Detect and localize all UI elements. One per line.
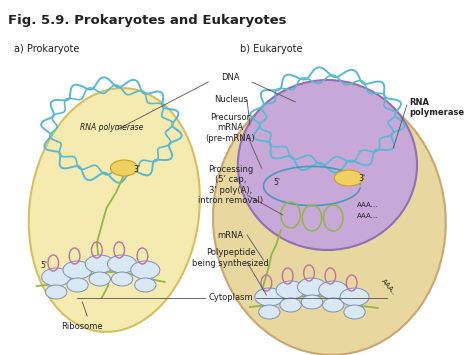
Text: 3': 3'	[134, 165, 141, 174]
Text: RNA
polymerase: RNA polymerase	[409, 98, 464, 118]
Text: AAA...: AAA...	[356, 213, 378, 219]
Ellipse shape	[340, 288, 369, 306]
Text: Precursor
mRNA
(pre-mRNA): Precursor mRNA (pre-mRNA)	[206, 113, 255, 143]
Ellipse shape	[238, 80, 417, 250]
Text: Fig. 5.9. Prokaryotes and Eukaryotes: Fig. 5.9. Prokaryotes and Eukaryotes	[8, 14, 286, 27]
Text: 3': 3'	[358, 174, 365, 183]
Text: AAA..: AAA..	[380, 278, 397, 296]
Text: RNA polymerase: RNA polymerase	[80, 124, 143, 132]
Ellipse shape	[323, 298, 344, 312]
Ellipse shape	[89, 272, 110, 286]
Ellipse shape	[67, 278, 88, 292]
Ellipse shape	[213, 85, 446, 355]
Ellipse shape	[29, 88, 200, 332]
Ellipse shape	[108, 255, 137, 273]
Text: Processing
(5’ cap,
3’ poly(A),
intron removal): Processing (5’ cap, 3’ poly(A), intron r…	[198, 165, 263, 205]
Text: Nucleus: Nucleus	[214, 95, 247, 104]
Text: DNA: DNA	[221, 73, 240, 82]
Ellipse shape	[259, 305, 280, 319]
Ellipse shape	[131, 261, 160, 279]
Ellipse shape	[280, 298, 301, 312]
Text: mRNA: mRNA	[218, 230, 244, 240]
Ellipse shape	[42, 268, 71, 286]
Text: a) Prokaryote: a) Prokaryote	[14, 44, 79, 54]
Ellipse shape	[135, 278, 156, 292]
Ellipse shape	[319, 281, 348, 299]
Text: AAA...: AAA...	[356, 202, 378, 208]
Ellipse shape	[255, 288, 284, 306]
Ellipse shape	[63, 261, 92, 279]
Text: Cytoplasm: Cytoplasm	[208, 294, 253, 302]
Ellipse shape	[85, 255, 114, 273]
Ellipse shape	[334, 170, 363, 186]
Ellipse shape	[276, 281, 305, 299]
Text: b) Eukaryote: b) Eukaryote	[240, 44, 303, 54]
Text: 5': 5'	[273, 178, 280, 187]
Ellipse shape	[344, 305, 365, 319]
Ellipse shape	[297, 278, 327, 296]
Text: 5': 5'	[41, 261, 48, 270]
Ellipse shape	[110, 160, 137, 176]
Ellipse shape	[46, 285, 67, 299]
Ellipse shape	[301, 295, 323, 309]
Text: Polypeptide
being synthesized: Polypeptide being synthesized	[192, 248, 269, 268]
Ellipse shape	[111, 272, 133, 286]
Text: Ribosome: Ribosome	[62, 322, 103, 331]
